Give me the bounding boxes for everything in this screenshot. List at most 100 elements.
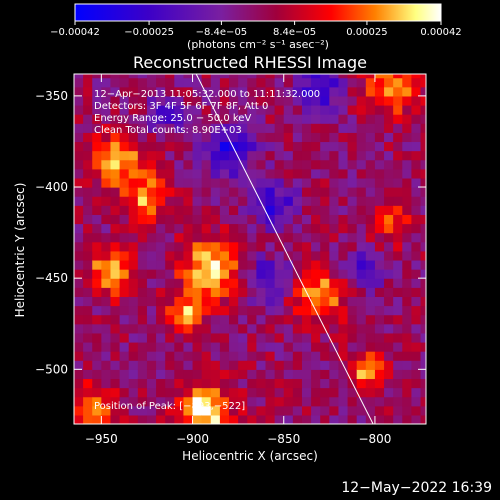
heatmap-cell: [402, 305, 413, 316]
heatmap-cell: [219, 159, 230, 170]
heatmap-cell: [238, 378, 248, 389]
heatmap-cell: [119, 214, 130, 225]
heatmap-cell: [110, 168, 121, 179]
heatmap-cell: [174, 369, 185, 380]
heatmap-cell: [265, 387, 276, 398]
heatmap-cell: [292, 223, 303, 234]
heatmap-cell: [146, 168, 157, 179]
heatmap-cell: [247, 177, 257, 188]
heatmap-cell: [265, 269, 276, 279]
heatmap-cell: [238, 259, 248, 270]
heatmap-cell: [92, 177, 102, 188]
heatmap-cell: [311, 332, 321, 343]
heatmap-cell: [183, 296, 194, 307]
heatmap-cell: [146, 387, 157, 398]
heatmap-cell: [420, 223, 426, 234]
heatmap-cell: [292, 314, 303, 325]
heatmap-cell: [229, 378, 239, 389]
heatmap-cell: [183, 123, 194, 133]
heatmap-cell: [238, 159, 248, 170]
heatmap-cell: [156, 168, 166, 179]
heatmap-cell: [420, 332, 426, 343]
heatmap-cell: [384, 250, 394, 261]
heatmap-cell: [110, 241, 121, 252]
heatmap-cell: [247, 378, 257, 389]
heatmap-cell: [393, 177, 403, 188]
heatmap-cell: [146, 159, 157, 170]
heatmap-cell: [238, 150, 248, 161]
heatmap-cell: [420, 86, 426, 97]
heatmap-cell: [210, 396, 221, 407]
heatmap-cell: [192, 341, 203, 352]
heatmap-cell: [238, 414, 248, 424]
heatmap-cell: [146, 332, 157, 343]
heatmap-cell: [192, 214, 203, 225]
heatmap-cell: [265, 287, 276, 297]
heatmap-cell: [265, 132, 276, 143]
heatmap-cell: [101, 123, 112, 133]
heatmap-cell: [192, 314, 203, 325]
heatmap-cell: [329, 141, 340, 152]
heatmap-cell: [283, 314, 294, 325]
x-tick-label: −850: [267, 432, 300, 446]
heatmap-cell: [146, 369, 157, 380]
heatmap-cell: [238, 405, 248, 416]
heatmap-cell: [247, 132, 257, 143]
heatmap-cell: [238, 241, 248, 252]
heatmap-cell: [256, 387, 267, 398]
heatmap-cell: [183, 387, 194, 398]
heatmap-cell: [365, 405, 376, 416]
heatmap-cell: [156, 414, 166, 424]
heatmap-cell: [311, 360, 321, 370]
heatmap-cell: [174, 305, 185, 316]
heatmap-cell: [301, 360, 312, 370]
heatmap-cell: [329, 177, 340, 188]
heatmap-cell: [128, 114, 139, 124]
heatmap-cell: [283, 159, 294, 170]
heatmap-cell: [311, 74, 321, 79]
heatmap-cell: [365, 241, 376, 252]
heatmap-cell: [128, 378, 139, 389]
heatmap-cell: [283, 296, 294, 307]
heatmap-cell: [101, 74, 112, 79]
heatmap-cell: [256, 123, 267, 133]
heatmap-cell: [292, 241, 303, 252]
heatmap-cell: [274, 196, 285, 206]
heatmap-cell: [411, 323, 422, 334]
heatmap-cell: [365, 77, 376, 88]
heatmap-cell: [74, 114, 84, 124]
heatmap-cell: [210, 314, 221, 325]
heatmap-cell: [110, 95, 121, 106]
heatmap-cell: [229, 168, 239, 179]
heatmap-cell: [119, 205, 130, 215]
heatmap-cell: [256, 250, 267, 261]
heatmap-cell: [110, 74, 121, 79]
chart-title: Reconstructed RHESSI Image: [133, 53, 367, 72]
heatmap-cell: [146, 296, 157, 307]
heatmap-cell: [229, 360, 239, 370]
heatmap-cell: [356, 123, 367, 133]
heatmap-cell: [119, 196, 130, 206]
heatmap-cell: [101, 177, 112, 188]
heatmap-cell: [101, 205, 112, 215]
heatmap-cell: [156, 269, 166, 279]
heatmap-cell: [274, 214, 285, 225]
heatmap-cell: [338, 150, 349, 161]
heatmap-cell: [374, 205, 385, 215]
heatmap-cell: [402, 223, 413, 234]
heatmap-cell: [174, 168, 185, 179]
heatmap-cell: [238, 369, 248, 380]
heatmap-cell: [420, 250, 426, 261]
y-tick-label: −400: [35, 180, 68, 194]
heatmap-cell: [311, 387, 321, 398]
heatmap-cell: [311, 86, 321, 97]
heatmap-cell: [210, 150, 221, 161]
heatmap-cell: [128, 132, 139, 143]
heatmap-cell: [347, 104, 358, 115]
heatmap-cell: [174, 214, 185, 225]
heatmap-cell: [374, 250, 385, 261]
heatmap-cell: [156, 141, 166, 152]
heatmap-cell: [265, 150, 276, 161]
heatmap-cell: [365, 341, 376, 352]
